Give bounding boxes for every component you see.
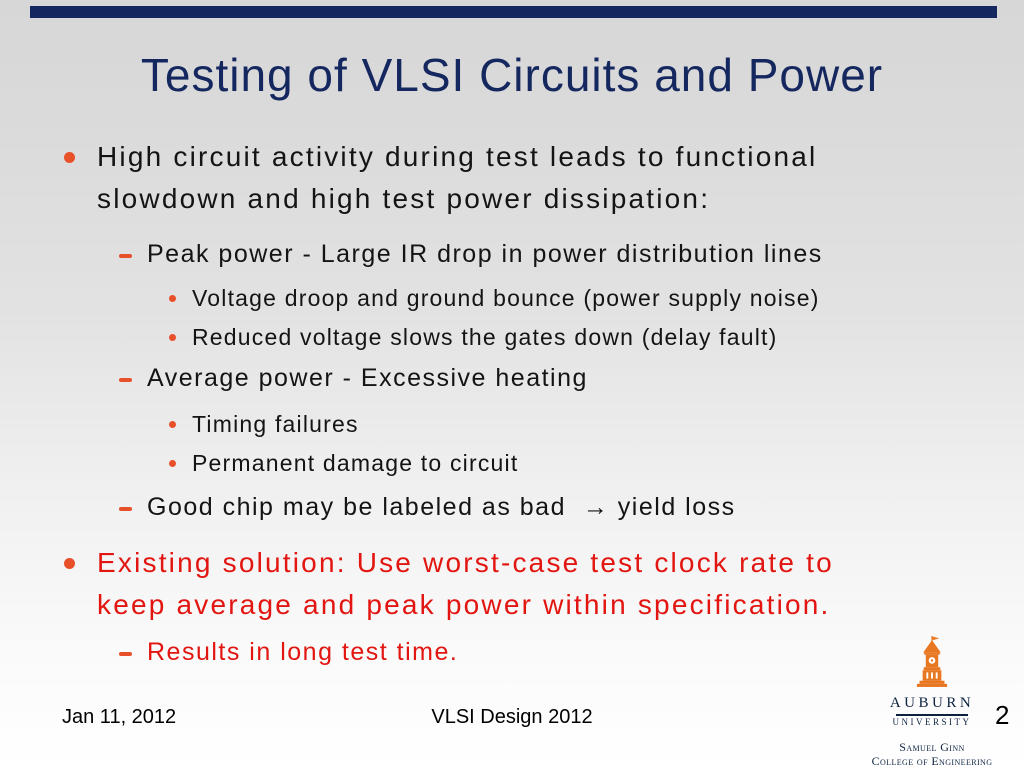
bullet-line: keep average and peak power within speci… [97, 589, 831, 620]
bullet-marker-dot-icon [64, 558, 75, 569]
footer-course-label: VLSI Design 2012 [431, 706, 593, 728]
bullet-line: High circuit activity during test leads … [97, 141, 818, 172]
bullet-marker-dot-icon [169, 295, 176, 302]
logo-divider-rule [896, 714, 968, 716]
top-accent-bar [30, 6, 997, 18]
bullet-marker-dash-icon [119, 378, 132, 382]
bullet-marker-dot-icon [169, 334, 176, 341]
clock-tower-icon [916, 636, 948, 687]
bullet-marker-dot-icon [169, 460, 176, 467]
slide-title: Testing of VLSI Circuits and Power [140, 49, 884, 101]
bullet-line: Existing solution: Use worst-case test c… [97, 547, 834, 578]
footer-date: Jan 11, 2012 [62, 706, 177, 728]
bullet-line: slowdown and high test power dissipation… [97, 183, 711, 214]
bullet-line: Results in long test time. [147, 638, 459, 666]
bullet-line: Good chip may be labeled as bad → yield … [147, 493, 736, 521]
bullet-line: Voltage droop and ground bounce (power s… [192, 285, 820, 311]
bullet-marker-dot-icon [169, 421, 176, 428]
bullet-line: Average power - Excessive heating [147, 364, 588, 392]
logo-college-line1: Samuel Ginn [899, 739, 965, 754]
bullet-line: Timing failures [192, 411, 359, 437]
logo-college-line2: College of Engineering [871, 753, 993, 768]
auburn-logo: AUBURN UNIVERSITY Samuel Ginn College of… [867, 636, 997, 767]
bullet-marker-dash-icon [119, 254, 132, 258]
slide-page-number: 2 [995, 700, 1010, 730]
bullet-marker-dash-icon [119, 652, 132, 656]
bullet-line: Reduced voltage slows the gates down (de… [192, 324, 778, 350]
logo-university-text: UNIVERSITY [892, 716, 972, 727]
bullet-marker-dash-icon [119, 507, 132, 511]
bullet-line: Peak power - Large IR drop in power dist… [147, 240, 823, 268]
bullet-marker-dot-icon [64, 152, 75, 163]
bullet-line: Permanent damage to circuit [192, 450, 519, 476]
logo-auburn-text: AUBURN [889, 695, 975, 711]
